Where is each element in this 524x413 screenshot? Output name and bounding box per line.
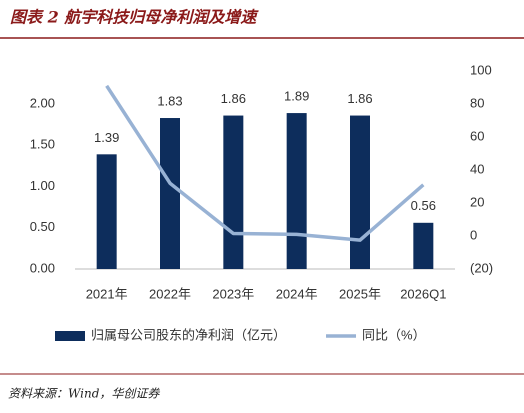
legend-swatch — [55, 331, 85, 341]
x-tick-label: 2023年 — [212, 286, 254, 301]
x-tick-label: 2026Q1 — [400, 286, 446, 301]
y2-tick-label: 20 — [470, 194, 484, 209]
x-tick-label: 2025年 — [339, 286, 381, 301]
value-label: 1.83 — [157, 93, 182, 108]
y2-tick-label: 60 — [470, 128, 484, 143]
value-label: 1.86 — [221, 91, 246, 106]
legend-label: 同比（%） — [362, 327, 426, 342]
bar — [160, 118, 180, 270]
x-tick-label: 2021年 — [86, 286, 128, 301]
bar — [223, 115, 244, 269]
legend-label: 归属母公司股东的净利润（亿元） — [91, 327, 286, 342]
y-tick-label: 1.00 — [30, 178, 55, 193]
chart-title: 图表 2 航宇科技归母净利润及增速 — [10, 8, 259, 27]
value-label: 1.86 — [347, 91, 372, 106]
bar — [413, 222, 434, 269]
line — [105, 84, 425, 242]
value-label: 1.89 — [284, 89, 309, 104]
y2-tick-label: 40 — [470, 161, 484, 176]
bar — [96, 154, 117, 269]
y-tick-label: 1.50 — [30, 137, 55, 152]
value-label: 1.39 — [94, 130, 119, 145]
bar — [286, 113, 307, 269]
y-tick-label: 2.00 — [30, 95, 55, 110]
y-tick-label: 0.00 — [30, 260, 55, 275]
y2-tick-label: 100 — [470, 62, 492, 77]
y2-tick-label: 80 — [470, 95, 484, 110]
x-tick-label: 2022年 — [149, 286, 191, 301]
y2-tick-label: 0 — [470, 227, 477, 242]
x-tick-label: 2024年 — [276, 286, 318, 301]
y-tick-label: 0.50 — [30, 219, 55, 234]
bar — [350, 115, 370, 269]
value-label: 0.56 — [411, 198, 436, 213]
y2-tick-label: (20) — [470, 260, 493, 275]
source: 资料来源：Wind，华创证券 — [8, 387, 160, 401]
